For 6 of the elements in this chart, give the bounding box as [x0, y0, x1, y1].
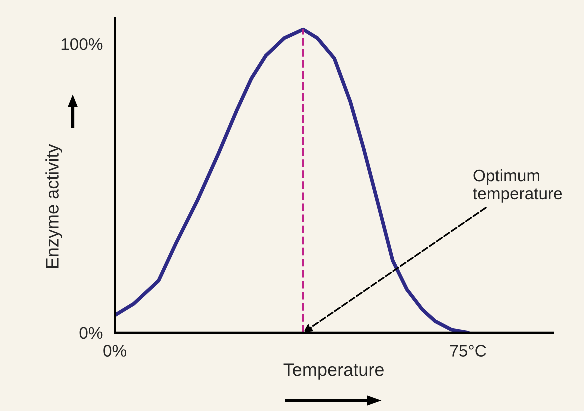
y-axis-title: Enzyme activity: [46, 144, 62, 268]
x-axis-title: Temperature: [284, 364, 384, 380]
x-tick-label: 75°C: [450, 345, 486, 357]
line-series: [115, 28, 470, 333]
annotation: Optimum temperature: [473, 169, 562, 203]
y-tick-label: 100%: [62, 38, 103, 50]
